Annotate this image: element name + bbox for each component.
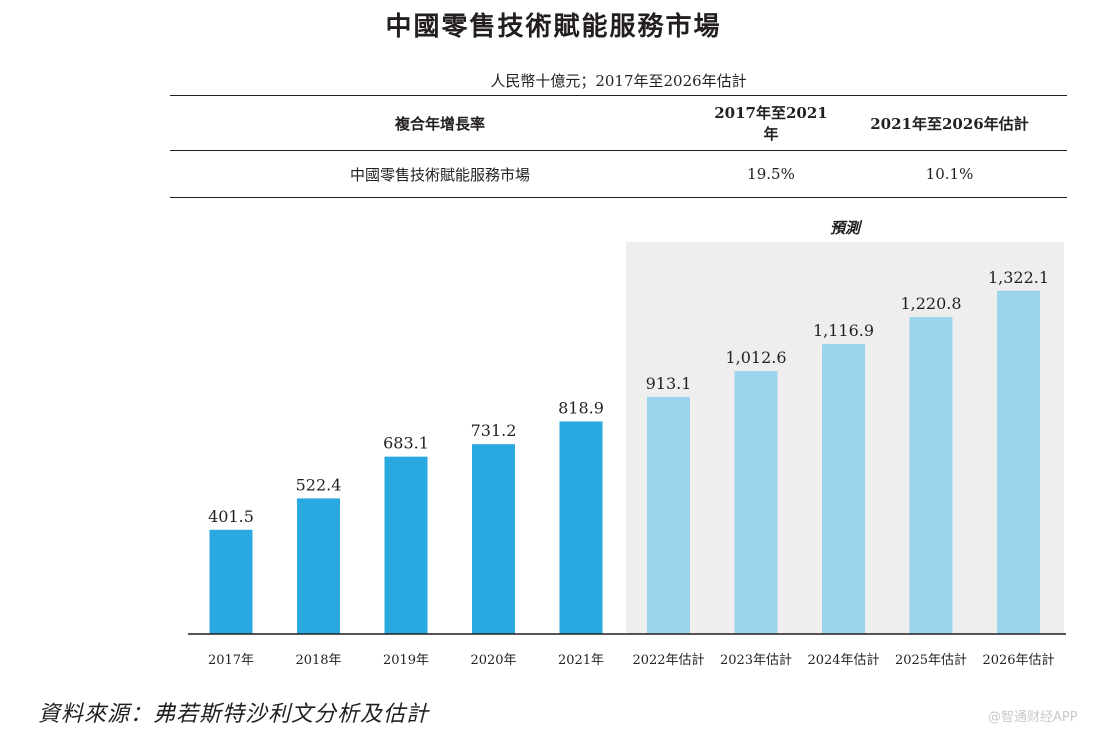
- bar-2024年估計: [822, 344, 865, 634]
- x-tick-label: 2018年: [295, 653, 341, 668]
- bar-2022年估計: [647, 396, 690, 634]
- cagr-row-value2: 10.1%: [832, 150, 1067, 198]
- value-label: 913.1: [646, 374, 692, 393]
- value-label: 1,322.1: [988, 268, 1049, 287]
- x-tick-label: 2017年: [208, 653, 254, 668]
- forecast-label: 預測: [829, 219, 860, 237]
- cagr-row-label: 中國零售技術賦能服務市場: [170, 150, 710, 198]
- x-tick-label: 2020年: [470, 653, 516, 668]
- bar-2017年: [209, 529, 253, 634]
- value-label: 683.1: [383, 434, 429, 453]
- cagr-row-value1: 19.5%: [710, 150, 832, 198]
- x-tick-label: 2022年估計: [632, 652, 704, 668]
- cagr-header-row: 複合年增長率 2017年至2021年 2021年至2026年估計: [170, 95, 1067, 151]
- bar-2026年估計: [997, 290, 1040, 634]
- unit-subtitle: 人民幣十億元；2017年至2026年估計: [490, 72, 747, 90]
- cagr-header-label: 複合年增長率: [170, 95, 710, 151]
- x-tick-label: 2023年估計: [720, 652, 792, 668]
- x-tick-label: 2025年估計: [895, 652, 967, 668]
- bar-2018年: [297, 498, 340, 634]
- x-tick-label: 2021年: [558, 653, 604, 668]
- x-tick-label: 2024年估計: [807, 652, 879, 668]
- source-note: 資料來源：弗若斯特沙利文分析及估計: [38, 702, 430, 727]
- value-label: 731.2: [471, 421, 517, 440]
- x-tick-label: 2019年: [383, 653, 429, 668]
- bar-2021年: [559, 421, 603, 634]
- value-label: 1,012.6: [725, 348, 786, 367]
- bar-2019年: [384, 456, 428, 634]
- value-label: 1,116.9: [813, 321, 874, 340]
- watermark: @智通财经APP: [988, 710, 1078, 725]
- bar-2020年: [472, 444, 515, 634]
- cagr-header-period1: 2017年至2021年: [710, 95, 832, 151]
- cagr-table: 複合年增長率 2017年至2021年 2021年至2026年估計 中國零售技術賦…: [170, 95, 1067, 198]
- value-label: 522.4: [296, 475, 342, 494]
- chart-title: 中國零售技術賦能服務市場: [385, 12, 722, 42]
- cagr-data-row: 中國零售技術賦能服務市場 19.5% 10.1%: [170, 150, 1067, 198]
- bar-2025年估計: [909, 317, 953, 634]
- cagr-header-period2: 2021年至2026年估計: [832, 95, 1067, 151]
- value-label: 401.5: [208, 507, 254, 526]
- bar-2023年估計: [734, 371, 778, 634]
- x-tick-label: 2026年估計: [982, 652, 1054, 668]
- value-label: 818.9: [558, 398, 604, 417]
- value-label: 1,220.8: [900, 294, 961, 313]
